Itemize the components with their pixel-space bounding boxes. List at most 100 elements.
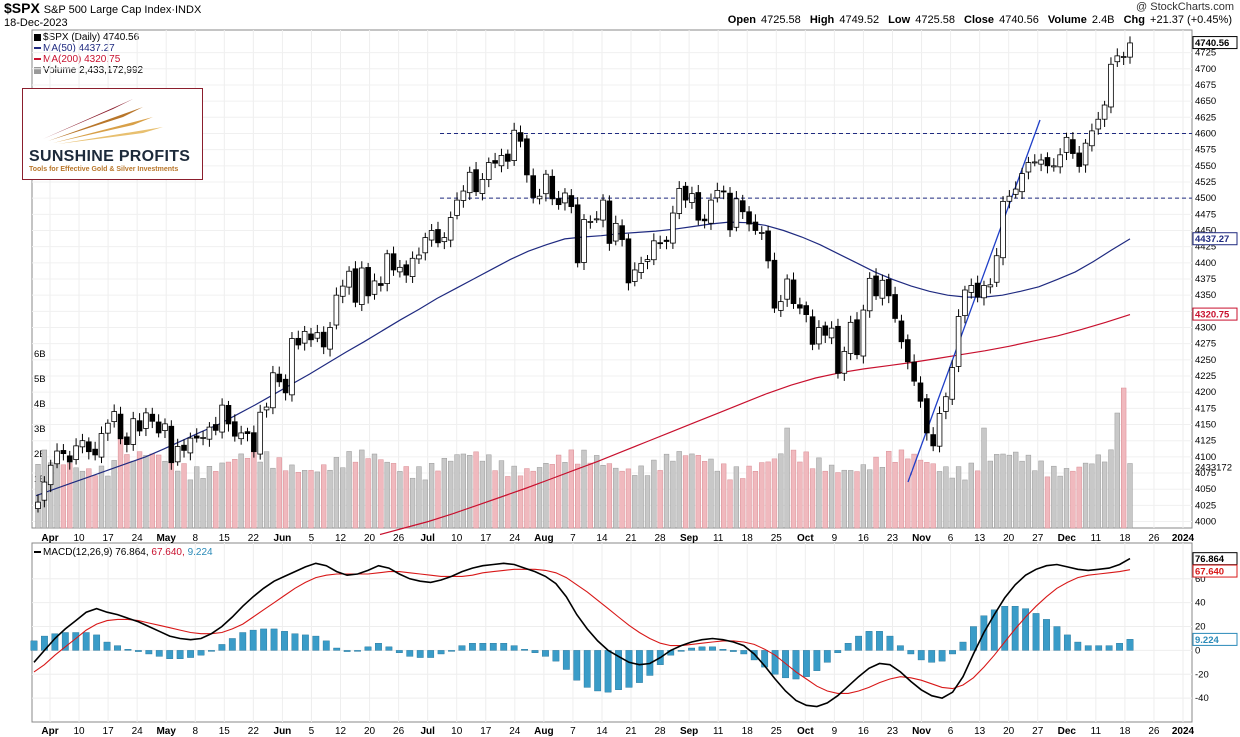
macd-y-tick-label: 40 — [1195, 598, 1206, 609]
macd-histogram-bar — [333, 647, 341, 651]
candle-body — [460, 190, 467, 201]
candle-body — [365, 267, 371, 297]
volume-bar — [917, 459, 924, 529]
macd-histogram-bar — [395, 650, 403, 653]
volume-bar — [1032, 470, 1038, 529]
volume-bar — [606, 463, 613, 529]
credit: @ StockCharts.com — [1136, 1, 1234, 13]
macd-y-tick-label: 20 — [1195, 622, 1206, 633]
exchange-sep: · — [171, 4, 175, 16]
macd-x-tick-label: Oct — [797, 726, 814, 737]
candle-body — [746, 211, 752, 225]
y-tick-label: 4575 — [1195, 145, 1216, 156]
volume-bar — [1076, 466, 1082, 529]
volume-bar — [701, 461, 708, 529]
y-tick-label: 4175 — [1195, 403, 1216, 414]
macd-x-tick-label: 2024 — [1172, 726, 1195, 737]
symbol: $SPX — [4, 0, 40, 16]
volume-bar — [295, 471, 301, 529]
x-tick-label: 6 — [948, 533, 954, 544]
macd-histogram-bar — [197, 650, 205, 656]
y-tick-label: 4125 — [1195, 436, 1216, 447]
macd-x-tick-label: 21 — [625, 726, 637, 737]
volume-bar — [994, 454, 1000, 529]
ma50-swatch — [34, 47, 41, 50]
volume-bar — [340, 467, 346, 529]
ma50-tag: 4437.27 — [1195, 234, 1229, 245]
open-label: Open — [727, 14, 756, 26]
macd-histogram-bar — [583, 650, 591, 688]
volume-bar — [181, 463, 187, 529]
macd-histogram-bar — [260, 628, 268, 651]
open-value: 4725.58 — [760, 14, 801, 26]
volume-bar — [505, 476, 511, 529]
volume-bar — [136, 451, 143, 529]
x-tick-label: 17 — [480, 533, 492, 544]
volume-bar — [822, 470, 828, 529]
x-tick-label: 11 — [1091, 533, 1102, 544]
macd-signal-tag-box — [1192, 564, 1238, 578]
volume-label: Volume — [1047, 14, 1087, 26]
macd-x-tick-label: 18 — [1119, 726, 1131, 737]
volume-bar — [816, 457, 822, 529]
y-tick-label: 4025 — [1195, 500, 1216, 511]
candle-body — [574, 204, 581, 264]
y-tick-label: 4150 — [1195, 420, 1216, 431]
macd-histogram-bar — [364, 646, 372, 651]
volume-tag: 2433172 — [1195, 462, 1232, 473]
volume-bar — [149, 453, 155, 529]
macd-histogram-bar — [636, 650, 643, 683]
candle-body — [1006, 195, 1013, 202]
macd-histogram-bar — [458, 645, 466, 651]
candle-body — [530, 175, 537, 198]
volume-bar — [467, 455, 473, 529]
volume-bar — [644, 475, 651, 529]
y-tick-label: 4650 — [1195, 96, 1216, 107]
macd-x-tick-label: 18 — [742, 726, 754, 737]
candle-body — [320, 331, 327, 348]
macd-x-tick-label: 24 — [509, 726, 521, 737]
volume-bar — [752, 471, 759, 529]
candle-body — [1000, 200, 1006, 259]
candle-body — [663, 239, 670, 242]
candle-body — [911, 361, 917, 382]
volume-bar — [60, 464, 67, 529]
volume-bar — [276, 457, 282, 529]
candle-body — [543, 173, 549, 195]
candle-body — [422, 237, 429, 254]
candle-body — [1095, 118, 1102, 130]
macd-histogram-bar — [970, 626, 977, 651]
candle-body — [492, 160, 498, 164]
candle-body — [416, 254, 422, 260]
macd-x-tick-label: 24 — [132, 726, 144, 737]
macd-value: 76.864, — [115, 547, 149, 558]
candle-body — [60, 450, 67, 455]
macd-x-tick-label: 17 — [103, 726, 115, 737]
y-tick-label: 4625 — [1195, 112, 1216, 123]
volume-bar — [384, 461, 390, 529]
candle-body — [930, 434, 936, 447]
volume-bar — [263, 451, 270, 529]
macd-histogram-bar — [562, 650, 570, 670]
x-tick-label: Nov — [912, 533, 931, 544]
macd-histogram-bar — [176, 650, 184, 659]
macd-histogram-bar — [542, 650, 549, 657]
volume-bar — [79, 470, 86, 529]
volume-bar — [371, 453, 378, 529]
macd-x-tick-label: 17 — [480, 726, 492, 737]
candle-body — [124, 436, 130, 445]
volume-bar — [378, 459, 384, 529]
candle-body — [739, 200, 746, 213]
candle-body — [644, 259, 651, 262]
x-tick-label: 11 — [713, 533, 724, 544]
candle-body — [714, 189, 721, 199]
macd-histogram-bar — [792, 650, 800, 680]
x-tick-label: 7 — [570, 533, 576, 544]
volume-bar — [974, 470, 981, 529]
candle-body — [1051, 165, 1057, 168]
candle-body — [301, 330, 308, 344]
candle-body — [257, 411, 264, 455]
volume-tick-label: 5B — [34, 374, 46, 385]
chart-date: 18-Dec-2023 — [4, 17, 68, 29]
candle-body — [962, 289, 968, 317]
